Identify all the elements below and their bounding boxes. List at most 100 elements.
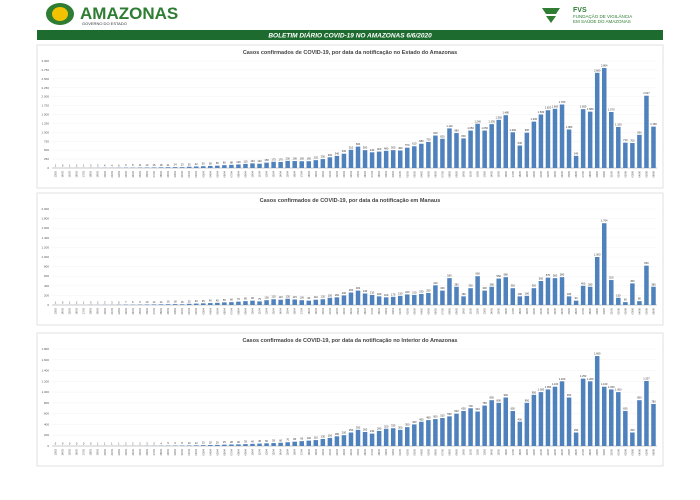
data-label: 1.250	[580, 374, 587, 378]
y-tick-label: 500	[44, 148, 49, 152]
x-tick-label: 24/05	[560, 307, 564, 314]
x-tick-label: 02/05	[405, 448, 409, 455]
x-tick-label: 19/03	[96, 170, 100, 177]
data-label: 110	[314, 436, 319, 440]
x-tick-label: 30/03	[173, 448, 177, 455]
data-label: 990	[525, 128, 530, 132]
x-tick-label: 13/04	[272, 307, 276, 314]
bar	[546, 110, 551, 168]
x-tick-label: 26/03	[145, 448, 149, 455]
data-label: 1.570	[608, 108, 615, 112]
data-label: 150	[328, 433, 333, 437]
x-tick-label: 01/06	[616, 307, 620, 314]
data-label: 500	[433, 415, 438, 419]
x-tick-label: 07/04	[229, 307, 233, 314]
data-label: 195	[293, 157, 298, 161]
y-tick-label: 600	[44, 274, 49, 278]
x-tick-label: 04/06	[637, 170, 641, 177]
bar	[637, 135, 642, 168]
bar	[560, 105, 565, 168]
data-label: 1.080	[566, 125, 573, 129]
x-tick-label: 17/04	[300, 448, 304, 455]
bar	[377, 152, 382, 168]
x-tick-label: 08/04	[236, 170, 240, 177]
y-tick-label: 2.000	[41, 95, 49, 99]
bar	[349, 293, 354, 305]
x-tick-label: 26/04	[363, 170, 367, 177]
x-tick-label: 31/03	[180, 170, 184, 177]
x-tick-label: 24/04	[349, 170, 353, 177]
bar	[588, 112, 593, 168]
data-label: 580	[560, 273, 565, 277]
bar	[461, 296, 466, 305]
data-label: 410	[433, 281, 438, 285]
bar	[454, 287, 459, 305]
bar	[651, 404, 656, 446]
bar	[426, 142, 431, 168]
x-tick-label: 31/05	[609, 170, 613, 177]
bar	[314, 440, 319, 446]
bar	[489, 400, 494, 446]
bar	[363, 150, 368, 168]
bar	[271, 299, 276, 305]
x-tick-label: 20/04	[321, 307, 325, 314]
data-label: 300	[398, 425, 403, 429]
x-tick-label: 05/05	[426, 307, 430, 314]
bar	[539, 281, 544, 305]
x-tick-label: 30/04	[391, 307, 395, 314]
bar	[166, 167, 171, 168]
data-label: 180	[567, 292, 572, 296]
data-label: 600	[475, 272, 480, 276]
x-tick-label: 24/04	[349, 448, 353, 455]
x-tick-label: 30/05	[602, 307, 606, 314]
x-tick-label: 29/04	[384, 170, 388, 177]
x-tick-label: 03/06	[630, 448, 634, 455]
data-label: 580	[504, 273, 509, 277]
x-tick-label: 22/03	[117, 170, 121, 177]
x-tick-label: 20/05	[532, 307, 536, 314]
data-label: 440	[370, 148, 375, 152]
x-tick-label: 19/03	[96, 307, 100, 314]
data-label: 610	[412, 142, 417, 146]
data-label: 380	[490, 282, 495, 286]
x-tick-label: 24/05	[560, 170, 564, 177]
data-label: 150	[616, 293, 621, 297]
data-label: 220	[314, 156, 319, 160]
x-tick-label: 25/05	[567, 170, 571, 177]
bar	[328, 157, 333, 168]
bar	[215, 445, 220, 446]
x-tick-label: 31/05	[609, 448, 613, 455]
x-tick-label: 16/03	[75, 448, 79, 455]
x-tick-label: 02/04	[194, 170, 198, 177]
x-tick-label: 18/05	[518, 170, 522, 177]
x-tick-label: 14/05	[490, 170, 494, 177]
bar	[201, 166, 206, 168]
x-tick-label: 16/03	[75, 307, 79, 314]
x-tick-label: 18/03	[89, 170, 93, 177]
bar	[356, 291, 361, 305]
bar	[363, 432, 368, 446]
data-label: 830	[461, 134, 466, 138]
x-tick-label: 19/05	[525, 448, 529, 455]
x-tick-label: 01/05	[398, 448, 402, 455]
data-label: 1.780	[559, 100, 566, 104]
y-tick-label: 1.600	[41, 358, 49, 362]
bar	[307, 161, 312, 168]
data-label: 120	[271, 295, 276, 299]
x-tick-label: 12/05	[476, 170, 480, 177]
bar	[342, 154, 347, 168]
x-tick-label: 17/03	[82, 448, 86, 455]
data-label: 650	[511, 406, 516, 410]
x-tick-label: 16/05	[504, 307, 508, 314]
bar	[201, 445, 206, 446]
x-tick-label: 20/03	[103, 170, 107, 177]
bar	[440, 139, 445, 168]
bar	[581, 286, 586, 305]
y-tick-label: 2.250	[41, 86, 49, 90]
x-tick-label: 21/05	[539, 170, 543, 177]
x-tick-label: 17/03	[82, 170, 86, 177]
bar	[475, 412, 480, 446]
bar	[278, 162, 283, 168]
x-tick-label: 27/03	[152, 170, 156, 177]
bar	[553, 278, 558, 305]
